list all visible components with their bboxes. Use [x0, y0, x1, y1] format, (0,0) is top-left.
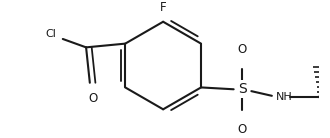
- Text: O: O: [237, 123, 247, 136]
- Text: NH: NH: [276, 92, 292, 102]
- Text: F: F: [160, 1, 166, 14]
- Text: S: S: [238, 82, 247, 96]
- Text: O: O: [88, 92, 97, 105]
- Text: O: O: [237, 43, 247, 56]
- Text: Cl: Cl: [46, 29, 56, 39]
